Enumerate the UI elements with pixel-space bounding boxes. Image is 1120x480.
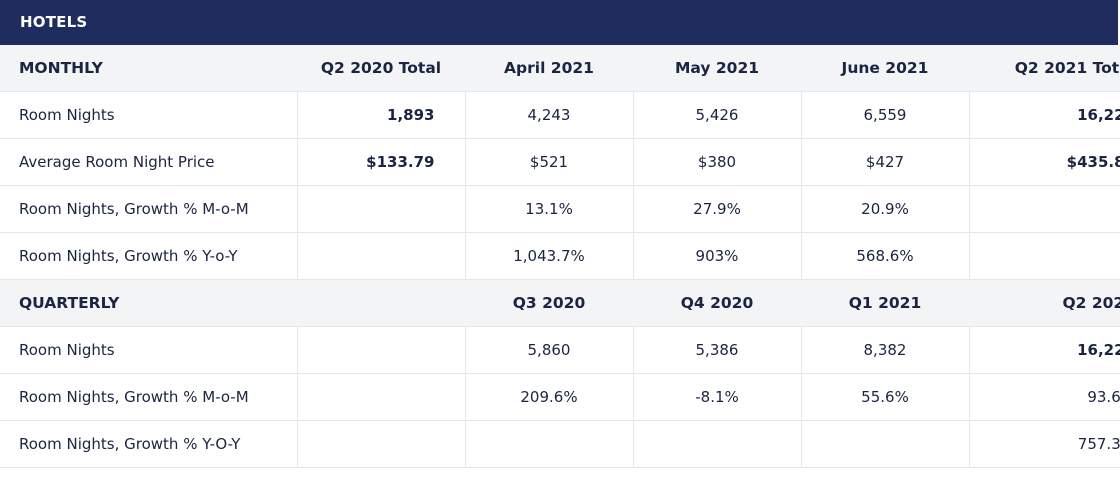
panel-title: HOTELS: [0, 0, 1118, 45]
table-cell: 4,243: [465, 91, 634, 139]
table-cell: 93.6%: [969, 373, 1120, 421]
table-cell: $133.79: [297, 138, 466, 186]
row-label: Room Nights: [0, 91, 298, 139]
table-cell: [465, 420, 634, 468]
row-label: Room Nights, Growth % M-o-M: [0, 185, 298, 233]
row-label: Room Nights, Growth % Y-o-Y: [0, 232, 298, 280]
table-cell: $521: [465, 138, 634, 186]
monthly-header-row: MONTHLY Q2 2020 Total April 2021 May 202…: [0, 45, 1120, 92]
table-row: Room Nights 5,860 5,386 8,382 16,228: [0, 326, 1120, 374]
table-cell: [801, 420, 970, 468]
table-cell: 1,043.7%: [465, 232, 634, 280]
table-row: Average Room Night Price $133.79 $521 $3…: [0, 138, 1120, 186]
column-header: Q4 2020: [633, 279, 801, 327]
table-cell: 568.6%: [801, 232, 970, 280]
quarterly-header-row: QUARTERLY Q3 2020 Q4 2020 Q1 2021 Q2 202…: [0, 279, 1120, 327]
table-cell: $380: [633, 138, 802, 186]
table-cell: 13.1%: [465, 185, 634, 233]
table-cell: 5,386: [633, 326, 802, 374]
table-cell: 27.9%: [633, 185, 802, 233]
table-cell: 1,893: [297, 91, 466, 139]
column-header: Q2 2021: [969, 279, 1120, 327]
table-cell: 5,860: [465, 326, 634, 374]
table-cell: 16,228: [969, 91, 1120, 139]
table-cell: [297, 326, 466, 374]
table-cell: 20.9%: [801, 185, 970, 233]
hotels-table: MONTHLY Q2 2020 Total April 2021 May 202…: [0, 45, 1120, 468]
table-cell: [633, 420, 802, 468]
row-label: Room Nights, Growth % Y-O-Y: [0, 420, 298, 468]
column-header: Q3 2020: [465, 279, 633, 327]
row-label: Average Room Night Price: [0, 138, 298, 186]
table-cell: [297, 232, 466, 280]
table-cell: -8.1%: [633, 373, 802, 421]
table-cell: 757.3%: [969, 420, 1120, 468]
column-header: April 2021: [465, 45, 633, 92]
table-cell: 903%: [633, 232, 802, 280]
table-cell: $435.86: [969, 138, 1120, 186]
table-cell: 6,559: [801, 91, 970, 139]
column-header: May 2021: [633, 45, 801, 92]
table-row: Room Nights, Growth % Y-O-Y 757.3%: [0, 420, 1120, 468]
quarterly-section-label: QUARTERLY: [0, 279, 297, 327]
table-row: Room Nights, Growth % M-o-M 13.1% 27.9% …: [0, 185, 1120, 233]
table-cell: [297, 420, 466, 468]
row-label: Room Nights, Growth % M-o-M: [0, 373, 298, 421]
table-cell: 8,382: [801, 326, 970, 374]
table-cell: 209.6%: [465, 373, 634, 421]
table-cell: [969, 232, 1120, 280]
table-cell: [969, 185, 1120, 233]
table-row: Room Nights 1,893 4,243 5,426 6,559 16,2…: [0, 91, 1120, 139]
column-header: June 2021: [801, 45, 969, 92]
table-cell: 55.6%: [801, 373, 970, 421]
table-cell: 5,426: [633, 91, 802, 139]
table-row: Room Nights, Growth % Y-o-Y 1,043.7% 903…: [0, 232, 1120, 280]
table-row: Room Nights, Growth % M-o-M 209.6% -8.1%…: [0, 373, 1120, 421]
table-cell: $427: [801, 138, 970, 186]
column-header: Q2 2021 Total: [969, 45, 1120, 92]
column-header: Q1 2021: [801, 279, 969, 327]
row-label: Room Nights: [0, 326, 298, 374]
column-header: Q2 2020 Total: [297, 45, 465, 92]
hotels-table-panel: HOTELS MONTHLY Q2 2020 Total April 2021 …: [0, 0, 1120, 468]
column-header: [297, 279, 465, 327]
table-cell: 16,228: [969, 326, 1120, 374]
monthly-section-label: MONTHLY: [0, 45, 297, 92]
table-cell: [297, 185, 466, 233]
table-cell: [297, 373, 466, 421]
